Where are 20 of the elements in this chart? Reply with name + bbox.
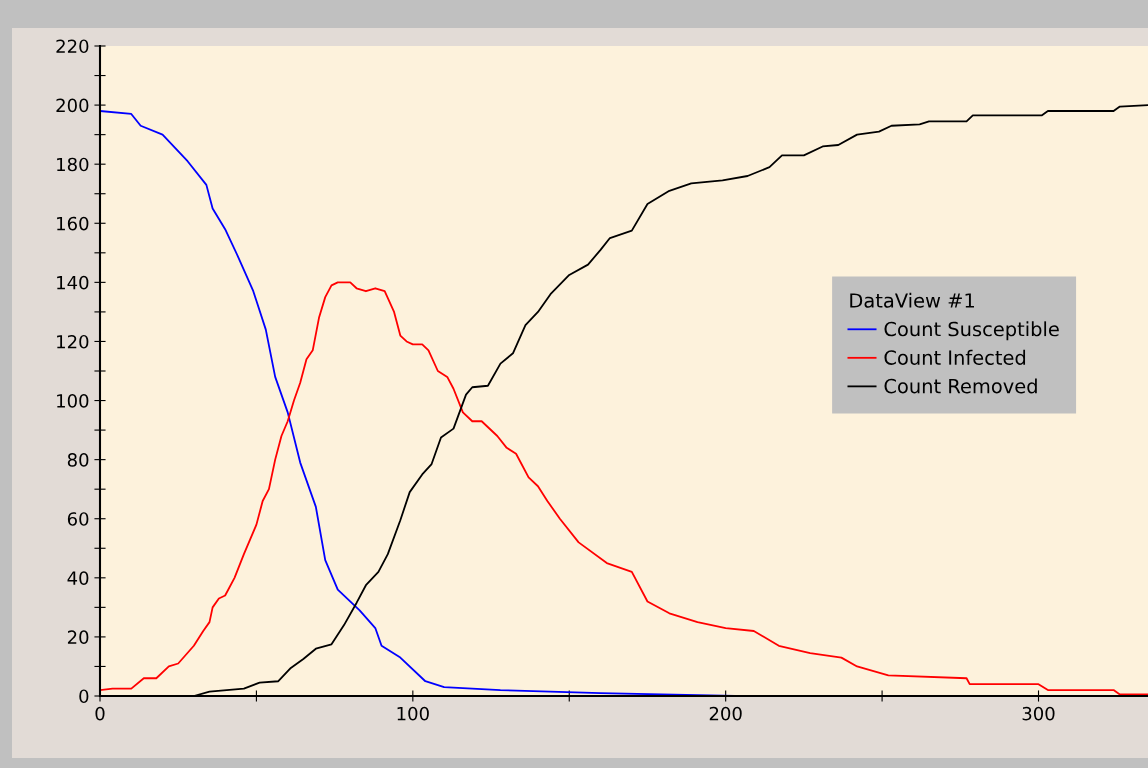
y-tick-label: 0	[79, 689, 89, 704]
legend-label: Count Infected	[884, 349, 1026, 365]
y-tick-label: 20	[67, 630, 89, 645]
legend-label: Count Removed	[884, 378, 1037, 394]
x-tick-label: 0	[95, 706, 105, 721]
y-tick-label: 160	[57, 216, 89, 231]
legend-label: Count Susceptible	[884, 321, 1059, 341]
x-tick-label: 200	[709, 706, 742, 721]
legend-title: DataView #1	[850, 292, 974, 308]
y-tick-label: 180	[57, 157, 89, 172]
x-tick-label: 300	[1022, 706, 1055, 721]
x-tick-label: 100	[397, 706, 429, 721]
y-tick-label: 120	[57, 334, 89, 349]
y-tick-label: 80	[67, 453, 89, 467]
y-tick-label: 200	[56, 98, 89, 113]
y-tick-label: 40	[67, 571, 89, 585]
y-tick-label: 140	[57, 275, 89, 290]
y-tick-label: 100	[57, 394, 89, 408]
y-tick-label: 60	[67, 512, 89, 526]
y-tick-label: 220	[56, 39, 89, 54]
